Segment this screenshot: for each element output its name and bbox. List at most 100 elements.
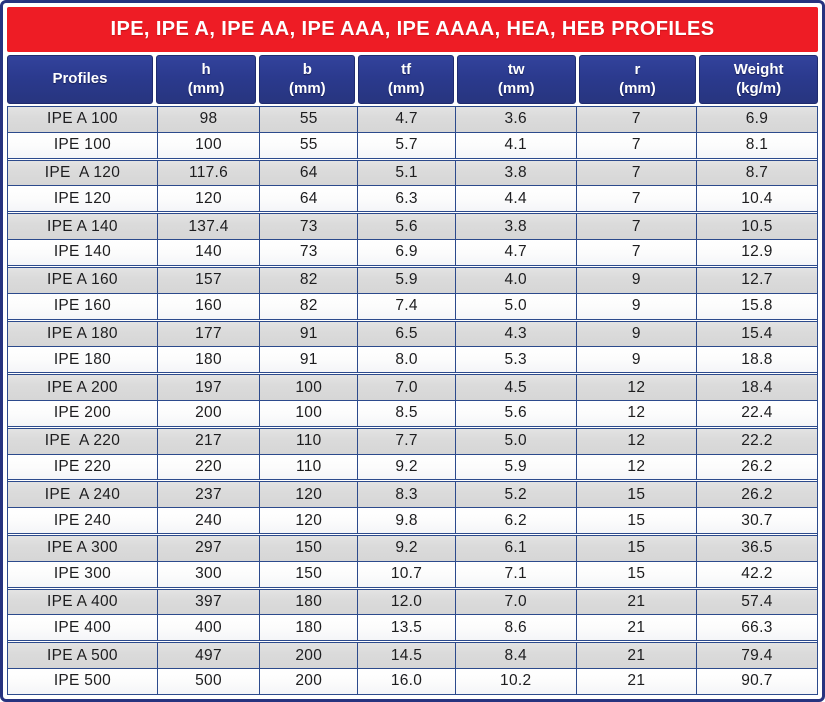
column-label: r bbox=[634, 60, 641, 78]
cell-b: 55 bbox=[259, 107, 358, 132]
cell-tw: 6.1 bbox=[454, 536, 576, 561]
cell-r: 15 bbox=[575, 508, 696, 533]
cell-tf: 8.5 bbox=[357, 400, 455, 426]
cell-h: 197 bbox=[156, 375, 260, 400]
column-unit: (mm) bbox=[387, 79, 425, 97]
cell-r: 15 bbox=[575, 536, 696, 561]
column-label: Weight bbox=[733, 60, 784, 78]
column-header-b: b (mm) bbox=[259, 55, 356, 104]
cell-b: 150 bbox=[259, 536, 358, 561]
cell-tw: 4.1 bbox=[454, 132, 576, 158]
cell-r: 9 bbox=[575, 347, 696, 373]
cell-h: 140 bbox=[156, 240, 260, 265]
cell-b: 82 bbox=[259, 293, 358, 319]
cell-tw: 5.3 bbox=[454, 347, 576, 373]
cell-r: 21 bbox=[575, 615, 696, 641]
cell-profiles: IPE 500 bbox=[8, 669, 157, 694]
table-row: IPE A 220 217 110 7.7 5.0 12 22.2 bbox=[8, 425, 817, 454]
cell-tf: 4.7 bbox=[357, 107, 455, 132]
cell-r: 12 bbox=[575, 400, 696, 426]
cell-weight: 22.2 bbox=[695, 428, 817, 454]
cell-tw: 4.5 bbox=[454, 375, 576, 400]
table-title-banner: IPE, IPE A, IPE AA, IPE AAA, IPE AAAA, H… bbox=[7, 7, 818, 52]
table-row: IPE A 160 157 82 5.9 4.0 9 12.7 bbox=[8, 264, 817, 293]
table-row: IPE A 180 177 91 6.5 4.3 9 15.4 bbox=[8, 318, 817, 347]
cell-profiles: IPE A 220 bbox=[8, 428, 157, 454]
table-row: IPE A 120 117.6 64 5.1 3.8 7 8.7 bbox=[8, 157, 817, 186]
cell-profiles: IPE 220 bbox=[8, 454, 157, 480]
table-row: IPE A 200 197 100 7.0 4.5 12 18.4 bbox=[8, 372, 817, 400]
cell-profiles: IPE A 120 bbox=[8, 160, 157, 186]
cell-tf: 12.0 bbox=[357, 589, 455, 615]
cell-tf: 5.7 bbox=[357, 132, 455, 158]
cell-tw: 5.0 bbox=[454, 293, 576, 319]
cell-b: 91 bbox=[259, 347, 358, 373]
cell-b: 200 bbox=[259, 669, 358, 694]
cell-profiles: IPE 400 bbox=[8, 615, 157, 641]
table-row: IPE 500 500 200 16.0 10.2 21 90.7 bbox=[8, 668, 817, 694]
column-label: tf bbox=[401, 60, 412, 78]
cell-tw: 6.2 bbox=[454, 508, 576, 533]
cell-tf: 16.0 bbox=[357, 669, 455, 694]
cell-tw: 5.6 bbox=[454, 400, 576, 426]
cell-tf: 5.6 bbox=[357, 214, 455, 240]
column-header-weight: Weight (kg/m) bbox=[699, 55, 818, 104]
column-header-r: r (mm) bbox=[578, 55, 697, 104]
cell-h: 297 bbox=[156, 536, 260, 561]
cell-weight: 66.3 bbox=[695, 615, 817, 641]
cell-b: 64 bbox=[259, 186, 358, 212]
table-row: IPE 220 220 110 9.2 5.9 12 26.2 bbox=[8, 453, 817, 480]
cell-tw: 4.3 bbox=[454, 321, 576, 347]
cell-weight: 12.9 bbox=[695, 240, 817, 265]
table-row: IPE 100 100 55 5.7 4.1 7 8.1 bbox=[8, 131, 817, 158]
cell-profiles: IPE 240 bbox=[8, 508, 157, 533]
cell-r: 21 bbox=[575, 643, 696, 669]
cell-b: 82 bbox=[259, 267, 358, 293]
column-unit: (mm) bbox=[288, 79, 326, 97]
table-row: IPE 160 160 82 7.4 5.0 9 15.8 bbox=[8, 292, 817, 319]
cell-weight: 18.8 bbox=[695, 347, 817, 373]
cell-r: 9 bbox=[575, 267, 696, 293]
cell-b: 64 bbox=[259, 160, 358, 186]
cell-h: 240 bbox=[156, 508, 260, 533]
cell-r: 7 bbox=[575, 186, 696, 212]
column-unit: (mm) bbox=[187, 79, 225, 97]
cell-r: 12 bbox=[575, 428, 696, 454]
cell-r: 12 bbox=[575, 375, 696, 400]
table-row: IPE A 300 297 150 9.2 6.1 15 36.5 bbox=[8, 533, 817, 561]
cell-profiles: IPE 120 bbox=[8, 186, 157, 212]
cell-weight: 22.4 bbox=[695, 400, 817, 426]
cell-tf: 9.2 bbox=[357, 536, 455, 561]
cell-tw: 8.4 bbox=[454, 643, 576, 669]
cell-weight: 12.7 bbox=[695, 267, 817, 293]
cell-h: 200 bbox=[156, 400, 260, 426]
cell-h: 98 bbox=[156, 107, 260, 132]
cell-profiles: IPE A 400 bbox=[8, 589, 157, 615]
cell-h: 220 bbox=[156, 454, 260, 480]
cell-weight: 10.4 bbox=[695, 186, 817, 212]
cell-tw: 3.8 bbox=[454, 214, 576, 240]
cell-h: 500 bbox=[156, 669, 260, 694]
cell-b: 180 bbox=[259, 589, 358, 615]
table-row: IPE 300 300 150 10.7 7.1 15 42.2 bbox=[8, 560, 817, 587]
cell-r: 7 bbox=[575, 160, 696, 186]
cell-tf: 6.5 bbox=[357, 321, 455, 347]
table-title: IPE, IPE A, IPE AA, IPE AAA, IPE AAAA, H… bbox=[110, 18, 715, 40]
cell-r: 7 bbox=[575, 214, 696, 240]
cell-tf: 7.4 bbox=[357, 293, 455, 319]
cell-tf: 13.5 bbox=[357, 615, 455, 641]
cell-profiles: IPE A 180 bbox=[8, 321, 157, 347]
column-label: b bbox=[302, 60, 312, 78]
cell-h: 397 bbox=[156, 589, 260, 615]
cell-h: 137.4 bbox=[156, 214, 260, 240]
cell-tf: 9.2 bbox=[357, 454, 455, 480]
cell-profiles: IPE 160 bbox=[8, 293, 157, 319]
cell-h: 400 bbox=[156, 615, 260, 641]
column-label: h bbox=[201, 60, 211, 78]
table-row: IPE 240 240 120 9.8 6.2 15 30.7 bbox=[8, 507, 817, 533]
cell-b: 110 bbox=[259, 454, 358, 480]
cell-b: 180 bbox=[259, 615, 358, 641]
cell-r: 9 bbox=[575, 321, 696, 347]
cell-weight: 10.5 bbox=[695, 214, 817, 240]
